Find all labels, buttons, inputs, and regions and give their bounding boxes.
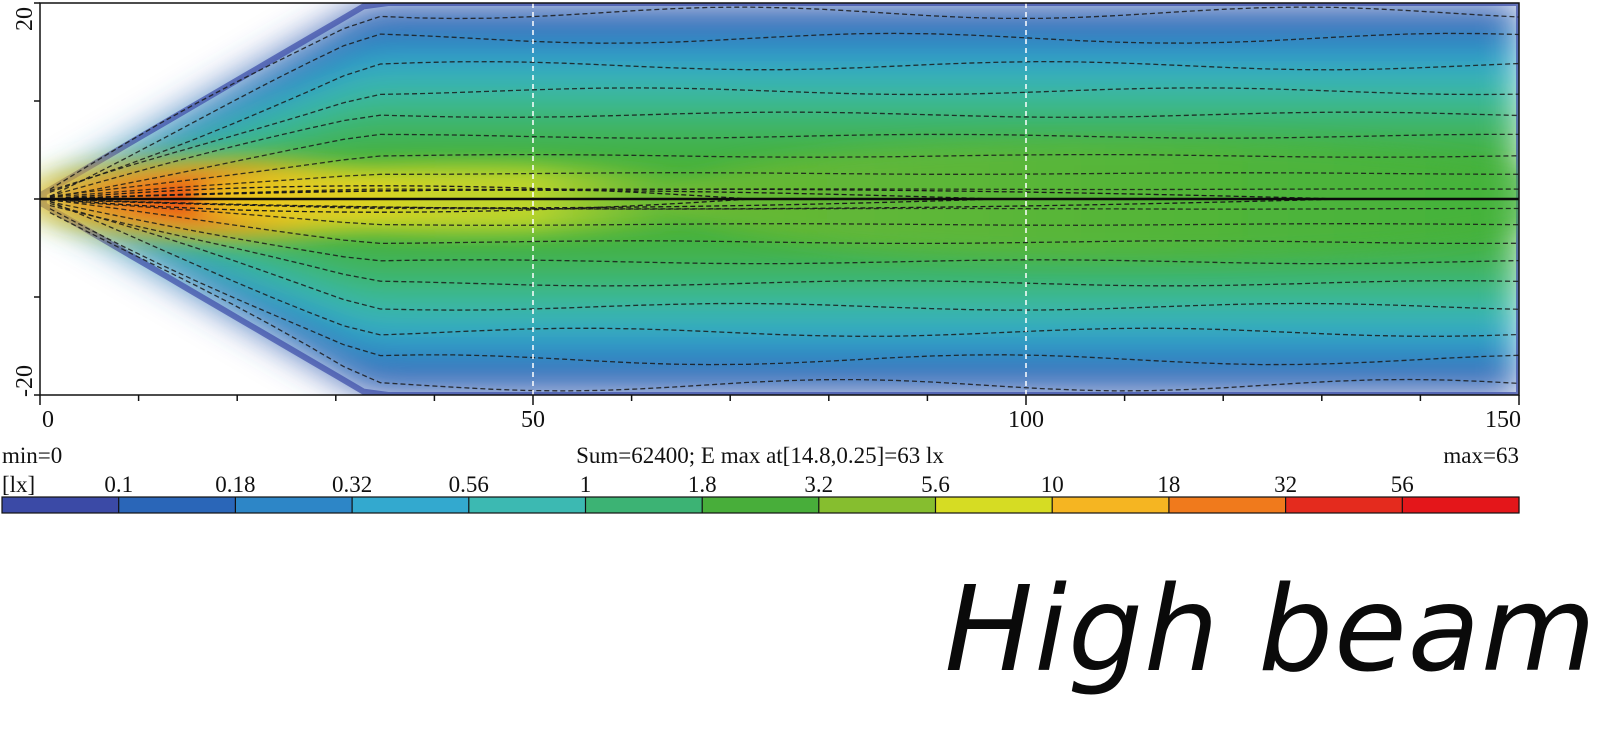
x-tick-label-0: 0 (42, 407, 54, 433)
contour-line (49, 200, 1519, 337)
colorbar-segment (935, 497, 1053, 513)
contour-line (49, 133, 1519, 199)
colorbar-label-10: 10 (1041, 472, 1064, 497)
y-tick-label-20: 20 (12, 7, 38, 31)
colorbar-segment (118, 497, 236, 513)
caption-text: High beam (944, 560, 1597, 698)
reference-lines (40, 3, 1519, 395)
colorbar-segment (585, 497, 703, 513)
contour-line (49, 212, 1519, 392)
contour-line (49, 172, 1519, 198)
contour-line (49, 201, 1519, 265)
colorbar-segment (1285, 497, 1403, 513)
contour-line (49, 111, 1519, 197)
contour-line (49, 60, 1519, 193)
contour-line (49, 32, 1519, 197)
contour-line (49, 204, 1519, 287)
colorbar-label-0.56: 0.56 (449, 472, 489, 497)
colorbar-label-0.1: 0.1 (104, 472, 133, 497)
colorbar-segment (2, 497, 120, 513)
y-tick-label--20: -20 (12, 365, 38, 397)
illuminance-heatmap-svg: 0 50 100 150 20 -20 min=0 Sum=62400; E max at… (1, 2, 1521, 514)
contour-line (49, 6, 1519, 190)
x-tick-label-150: 150 (1485, 407, 1521, 433)
colorbar-label-18: 18 (1157, 472, 1180, 497)
colorbar-label-0.18: 0.18 (215, 472, 255, 497)
illuminance-chart: 0 50 100 150 20 -20 min=0 Sum=62400; E max at… (1, 2, 1521, 514)
colorbar-segment (1402, 497, 1520, 513)
contour-line (49, 153, 1519, 197)
contour-line (49, 202, 1519, 311)
contour-line (49, 199, 1519, 226)
x-tick-label-50: 50 (521, 407, 545, 433)
axes: 0 50 100 150 20 -20 (12, 2, 1521, 433)
colorbar-segment (1052, 497, 1170, 513)
colorbar-label-0.32: 0.32 (332, 472, 372, 497)
summary-label: Sum=62400; E max at[14.8,0.25]=63 lx (576, 443, 944, 468)
colorbar-segment (702, 497, 820, 513)
colorbar-label-1.8: 1.8 (688, 472, 717, 497)
x-tick-label-100: 100 (1008, 407, 1044, 433)
colorbar-segment (818, 497, 937, 513)
colorbar-label-32: 32 (1274, 472, 1297, 497)
colorbar-segment (468, 497, 587, 513)
contour-line (49, 87, 1519, 192)
colorbar-segment (352, 497, 470, 513)
colorbar-segment (1168, 497, 1287, 513)
max-label: max=63 (1443, 443, 1519, 468)
colorbar-label-1: 1 (580, 472, 592, 497)
contour-line (49, 199, 1519, 245)
colorbar-label-3.2: 3.2 (804, 472, 833, 497)
min-label: min=0 (2, 443, 62, 468)
colorbar-segment (235, 497, 353, 513)
colorbar-frame (1, 496, 1520, 514)
colorbar-label-56: 56 (1391, 472, 1414, 497)
contour-line (49, 188, 1519, 200)
colorbar-label-5.6: 5.6 (921, 472, 950, 497)
contour-line (49, 208, 1519, 366)
colorbar-unit-label: [lx] (2, 472, 35, 497)
colorbar: [lx] 0.1 0.18 0.32 0.56 1 1.8 3.2 5.6 10 18 32 56 (1, 472, 1520, 514)
